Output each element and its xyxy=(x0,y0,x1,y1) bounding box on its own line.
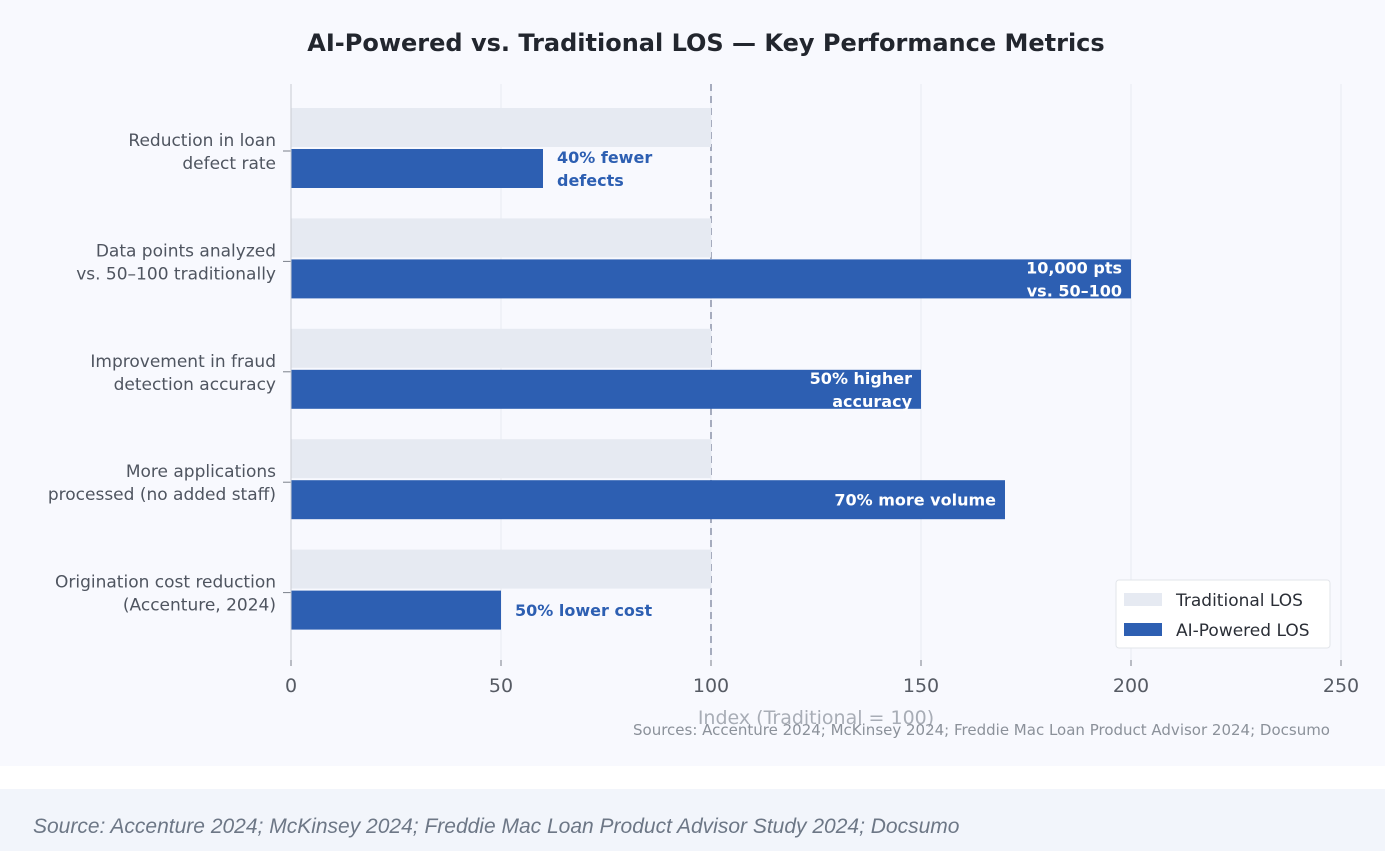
category-label-line: Origination cost reduction xyxy=(55,573,276,593)
data-label-line: 50% lower cost xyxy=(515,601,652,620)
x-axis: 0 50 100 150 200 250 xyxy=(283,84,1359,697)
bar-chart: AI-Powered vs. Traditional LOS — Key Per… xyxy=(48,29,1359,739)
legend-frame xyxy=(1115,579,1331,649)
bar-traditional xyxy=(291,549,711,589)
legend-label-ai: AI-Powered LOS xyxy=(1176,621,1310,641)
legend: Traditional LOS AI-Powered LOS xyxy=(1115,579,1331,649)
bar-ai xyxy=(291,480,1005,520)
bar-traditional xyxy=(291,218,711,258)
bar-traditional xyxy=(291,328,711,368)
data-label: 40% fewer defects xyxy=(557,148,652,190)
category-label-line: defect rate xyxy=(182,154,276,174)
x-tick-label: 200 xyxy=(1113,675,1149,697)
category-label-line: More applications xyxy=(126,462,276,482)
bar-ai xyxy=(291,149,543,188)
category-label-line: (Accenture, 2024) xyxy=(123,596,276,616)
data-label: 50% higher accuracy xyxy=(810,369,913,411)
legend-label-traditional: Traditional LOS xyxy=(1175,591,1303,611)
x-tick-label: 150 xyxy=(903,675,939,697)
category-label: Reduction in loan defect rate xyxy=(128,131,276,174)
sources-note: Sources: Accenture 2024; McKinsey 2024; … xyxy=(633,721,1330,739)
category-label: Improvement in fraud detection accuracy xyxy=(90,352,276,395)
category-label-line: processed (no added staff) xyxy=(48,485,276,505)
data-label-line: 40% fewer xyxy=(557,148,652,167)
data-label-line: 10,000 pts xyxy=(1026,258,1122,277)
caption-bar: Source: Accenture 2024; McKinsey 2024; F… xyxy=(0,789,1385,851)
data-labels: 40% fewer defects 10,000 pts vs. 50–100 50% … xyxy=(515,148,1122,620)
bars xyxy=(291,108,1131,630)
data-label-line: 70% more volume xyxy=(834,491,996,510)
bar-ai xyxy=(291,369,921,409)
x-tick-label: 0 xyxy=(285,675,297,697)
category-label: Data points analyzed vs. 50–100 tradition… xyxy=(76,241,276,284)
x-tick-label: 100 xyxy=(693,675,729,697)
data-label-line: vs. 50–100 xyxy=(1027,281,1122,300)
data-label-line: accuracy xyxy=(832,392,912,411)
category-label-line: detection accuracy xyxy=(114,375,276,395)
data-label-line: defects xyxy=(557,171,624,190)
bar-traditional xyxy=(291,108,711,147)
bar-traditional xyxy=(291,439,711,479)
data-label: 10,000 pts vs. 50–100 xyxy=(1026,258,1122,300)
bar-ai xyxy=(291,259,1131,299)
chart-figure: AI-Powered vs. Traditional LOS — Key Per… xyxy=(47,29,1360,739)
category-label-line: Improvement in fraud xyxy=(90,352,276,372)
data-label: 70% more volume xyxy=(834,491,996,510)
legend-swatch-traditional xyxy=(1124,593,1162,606)
legend-swatch-ai xyxy=(1124,623,1162,636)
category-label: Origination cost reduction (Accenture, 20… xyxy=(55,573,276,616)
bar-ai xyxy=(291,590,501,630)
data-label: 50% lower cost xyxy=(515,601,652,620)
category-labels: Reduction in loan defect rate Data points … xyxy=(48,131,276,616)
category-label-line: Reduction in loan xyxy=(128,131,276,151)
category-label-line: Data points analyzed xyxy=(96,241,276,261)
x-axis-label: Index (Traditional = 100) xyxy=(698,707,934,729)
source-caption: Source: Accenture 2024; McKinsey 2024; F… xyxy=(33,815,960,838)
chart-title: AI-Powered vs. Traditional LOS — Key Per… xyxy=(307,29,1104,57)
data-label-line: 50% higher xyxy=(810,369,912,388)
x-tick-label: 250 xyxy=(1323,675,1359,697)
x-tick-label: 50 xyxy=(489,675,513,697)
category-label: More applications processed (no added sta… xyxy=(48,462,276,505)
category-label-line: vs. 50–100 traditionally xyxy=(76,264,276,284)
